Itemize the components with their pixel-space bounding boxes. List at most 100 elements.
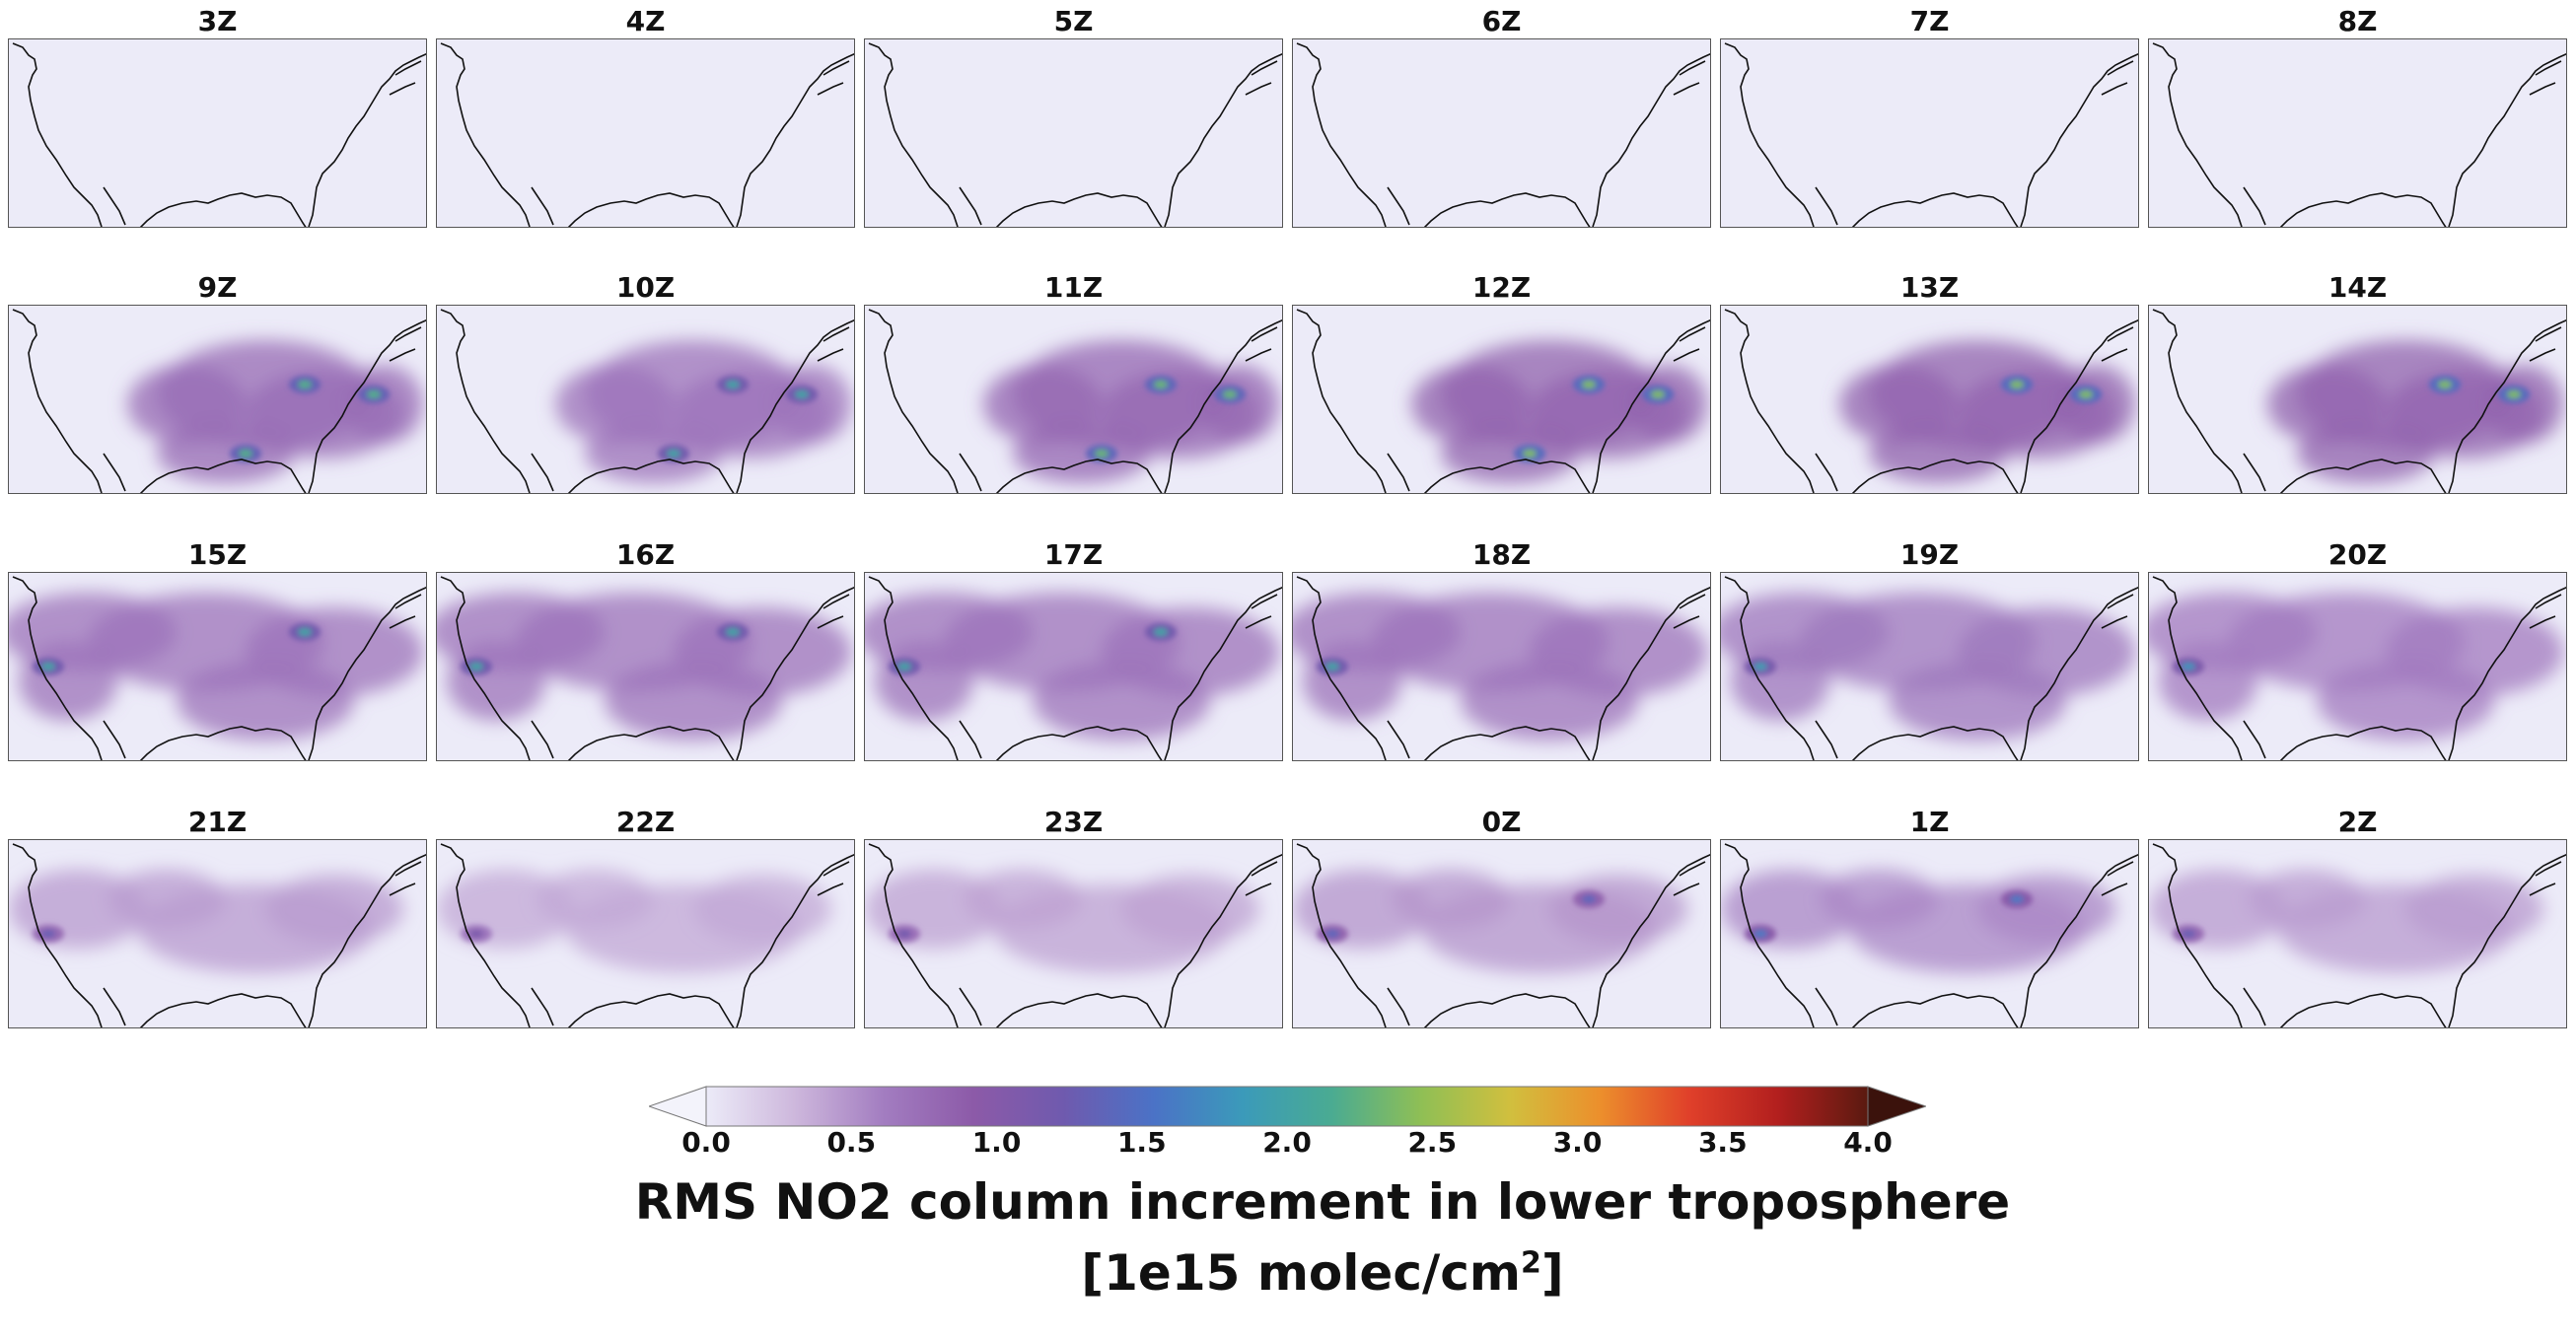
- colorbar-tick-label: 1.0: [971, 1126, 1022, 1159]
- coastline: [1164, 854, 1282, 1027]
- coastline: [817, 615, 844, 629]
- coastline: [1815, 453, 1838, 492]
- field-blob: [2056, 365, 2135, 444]
- coastline: [995, 192, 1163, 227]
- panel-title: 5Z: [1053, 5, 1094, 37]
- coastline: [995, 726, 1163, 760]
- field-blob: [177, 662, 354, 741]
- field-blob: [1820, 870, 1938, 929]
- colorbar-units: [1e15 molec/cm2]: [1081, 1244, 1564, 1302]
- map-area: [8, 305, 427, 494]
- field-blob: [1411, 365, 1530, 444]
- field-blob: [1549, 875, 1687, 944]
- coastline: [139, 192, 307, 227]
- coastline: [1296, 576, 1387, 760]
- coastline: [2279, 192, 2447, 227]
- coastline: [1387, 720, 1410, 759]
- hotspot-core: [2182, 930, 2195, 938]
- coastline: [1815, 720, 1838, 759]
- coastline: [1245, 615, 1272, 629]
- coastline: [394, 594, 422, 609]
- coastline: [1423, 993, 1591, 1027]
- coastline: [2448, 53, 2566, 227]
- coastline: [868, 576, 959, 760]
- coastline: [736, 319, 854, 493]
- field-blob: [2405, 875, 2543, 944]
- coastline: [1851, 192, 2019, 227]
- coastline: [2243, 453, 2266, 492]
- field-blob: [2267, 365, 2386, 444]
- coastline: [567, 192, 735, 227]
- coastline: [1423, 192, 1591, 227]
- coastline: [1679, 326, 1706, 342]
- field-blob: [964, 870, 1082, 929]
- hotspot-core: [469, 663, 483, 671]
- colorbar-under-triangle: [649, 1086, 707, 1127]
- map-panel-7z: 7Z: [1720, 5, 2139, 228]
- coastline: [1387, 453, 1410, 492]
- field-blob: [1731, 642, 1829, 721]
- coastline: [1387, 987, 1410, 1026]
- colorbar-tick-label: 1.5: [1116, 1126, 1167, 1159]
- map-area: [8, 572, 427, 761]
- coastline: [308, 53, 426, 227]
- coastline: [2020, 587, 2138, 760]
- colorbar-tick-label: 3.0: [1552, 1126, 1603, 1159]
- map-panel-21z: 21Z: [8, 806, 427, 1028]
- coastline: [1251, 60, 1278, 76]
- panel-title: 11Z: [1043, 271, 1104, 304]
- coastline: [2152, 843, 2243, 1027]
- coastline: [2529, 82, 2556, 96]
- coastline: [389, 82, 416, 96]
- hotspot-core: [1582, 381, 1596, 388]
- hotspot-core: [2507, 390, 2521, 398]
- coastline: [1251, 326, 1278, 342]
- map-area: [864, 38, 1283, 228]
- map-area: [436, 305, 855, 494]
- panel-title: 2Z: [2337, 806, 2378, 838]
- coastline: [440, 843, 531, 1027]
- map-panel-15z: 15Z: [8, 538, 427, 761]
- map-panel-8z: 8Z: [2148, 5, 2567, 228]
- field-blob: [2317, 662, 2494, 741]
- panel-title: 22Z: [615, 806, 676, 838]
- field-blob: [1200, 365, 1279, 444]
- coastline: [995, 459, 1163, 493]
- hotspot-core: [1154, 628, 1168, 636]
- coastline: [2535, 594, 2562, 609]
- map-area: [1292, 38, 1711, 228]
- coastline: [823, 594, 850, 609]
- colorbar-tick-label: 2.5: [1407, 1126, 1458, 1159]
- hotspot-core: [239, 450, 252, 458]
- map-background: [1721, 39, 2138, 227]
- panel-title: 0Z: [1481, 806, 1522, 838]
- hotspot-core: [41, 663, 55, 671]
- panel-title: 12Z: [1471, 271, 1532, 304]
- coastline: [2107, 861, 2134, 877]
- colorbar-title: RMS NO2 column increment in lower tropos…: [634, 1173, 2011, 1231]
- map-area: [864, 305, 1283, 494]
- field-blob: [1303, 642, 1401, 721]
- coastline: [1245, 82, 1272, 96]
- panel-title: 15Z: [187, 538, 248, 571]
- field-blob: [1628, 365, 1707, 444]
- panel-title: 3Z: [197, 5, 238, 37]
- colorbar-body: [705, 1086, 1869, 1127]
- map-area: [864, 572, 1283, 761]
- coastline: [1724, 42, 1815, 227]
- field-blob: [2484, 365, 2563, 444]
- coastline: [2448, 854, 2566, 1027]
- hotspot-core: [469, 930, 483, 938]
- colorbar-over-triangle: [1867, 1086, 1926, 1127]
- coastline: [531, 987, 554, 1026]
- panel-title: 6Z: [1481, 5, 1522, 37]
- coastline: [1679, 861, 1706, 877]
- coastline: [1245, 348, 1272, 362]
- coastline: [2020, 319, 2138, 493]
- coastline: [12, 42, 103, 227]
- hotspot-core: [367, 390, 381, 398]
- coastline: [567, 459, 735, 493]
- hotspot-core: [1753, 663, 1767, 671]
- coastline: [1679, 60, 1706, 76]
- coastline: [1815, 987, 1838, 1026]
